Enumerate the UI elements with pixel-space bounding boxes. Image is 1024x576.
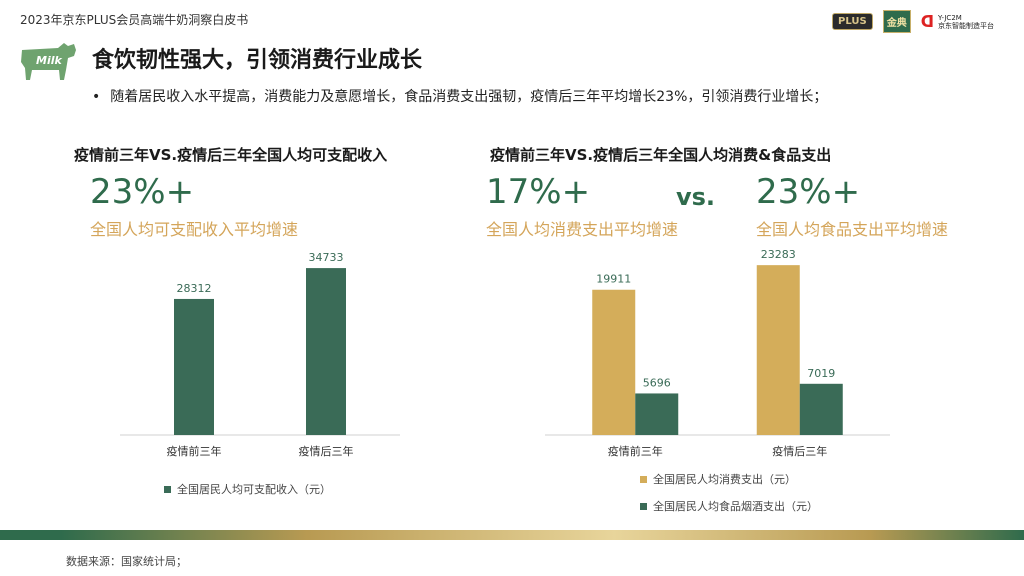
data-label: 19911 xyxy=(596,273,631,286)
consumption-legend: 全国居民人均消费支出（元） xyxy=(640,471,796,487)
consumption-growth-note: 全国人均消费支出平均增速 xyxy=(486,220,679,239)
data-source: 数据来源：国家统计局； xyxy=(66,555,187,568)
summary-text: 随着居民收入水平提高，消费能力及意愿增长，食品消费支出强韧，疫情后三年平均增长2… xyxy=(110,89,828,105)
left-growth-value: 23%+ xyxy=(90,172,195,212)
milk-cow-icon: Milk xyxy=(21,43,76,80)
x-tick-label: 疫情前三年 xyxy=(608,444,663,458)
bar xyxy=(174,298,214,435)
yjc2m-logo-line1: Y-JC2M xyxy=(938,13,962,22)
left-growth-note: 全国人均可支配收入平均增速 xyxy=(90,220,299,239)
yjc2m-logo-line2: 京东智能制造平台 xyxy=(938,21,994,30)
consumption-growth-value: 17%+ xyxy=(486,172,591,212)
bar xyxy=(635,393,679,435)
yjc2m-mark-icon: ᗡ xyxy=(920,12,934,31)
data-label: 7019 xyxy=(807,367,835,380)
bar xyxy=(592,289,636,435)
spending-bar-chart: 19911 5696 疫情前三年 23283 7019 疫情后三年 xyxy=(545,248,890,458)
left-chart-title: 疫情前三年VS.疫情后三年全国人均可支配收入 xyxy=(74,146,388,164)
data-label: 23283 xyxy=(761,248,796,261)
x-tick-label: 疫情后三年 xyxy=(299,444,354,458)
food-growth-note: 全国人均食品支出平均增速 xyxy=(756,220,949,239)
report-title: 2023年京东PLUS会员高端牛奶洞察白皮书 xyxy=(20,13,249,27)
decorative-band xyxy=(0,530,1024,540)
summary-bullet: • 随着居民收入水平提高，消费能力及意愿增长，食品消费支出强韧，疫情后三年平均增长… xyxy=(92,86,827,106)
food-legend: 全国居民人均食品烟酒支出（元） xyxy=(640,498,818,514)
right-chart-title: 疫情前三年VS.疫情后三年全国人均消费&食品支出 xyxy=(490,146,832,164)
income-legend: 全国居民人均可支配收入（元） xyxy=(164,481,331,497)
yjc2m-logo: ᗡ Y-JC2M 京东智能制造平台 xyxy=(921,12,994,31)
food-growth-value: 23%+ xyxy=(756,172,861,212)
income-bar-chart: 28312 疫情前三年 34733 疫情后三年 xyxy=(120,251,400,458)
consumption-legend-swatch xyxy=(640,475,647,483)
bar xyxy=(306,268,346,435)
jindian-logo: 金典 xyxy=(882,10,911,33)
food-legend-label: 全国居民人均食品烟酒支出（元） xyxy=(653,500,818,513)
x-tick-label: 疫情后三年 xyxy=(772,444,827,458)
plus-logo: PLUS xyxy=(832,13,873,30)
x-tick-label: 疫情前三年 xyxy=(167,444,222,458)
cow-milk-text: Milk xyxy=(36,54,62,67)
data-label: 28312 xyxy=(177,282,212,295)
data-label: 5696 xyxy=(643,376,671,389)
slide-headline: 食饮韧性强大，引领消费行业成长 xyxy=(92,48,423,73)
bar xyxy=(756,265,800,435)
food-legend-swatch xyxy=(640,502,647,510)
bar xyxy=(799,383,843,435)
partner-logos: PLUS 金典 ᗡ Y-JC2M 京东智能制造平台 xyxy=(832,10,994,33)
consumption-legend-label: 全国居民人均消费支出（元） xyxy=(653,473,796,486)
bullet-dot-icon: • xyxy=(92,89,101,105)
vs-label: vs. xyxy=(676,183,716,211)
income-legend-swatch xyxy=(164,485,171,493)
income-legend-label: 全国居民人均可支配收入（元） xyxy=(177,483,331,496)
data-label: 34733 xyxy=(309,251,344,264)
